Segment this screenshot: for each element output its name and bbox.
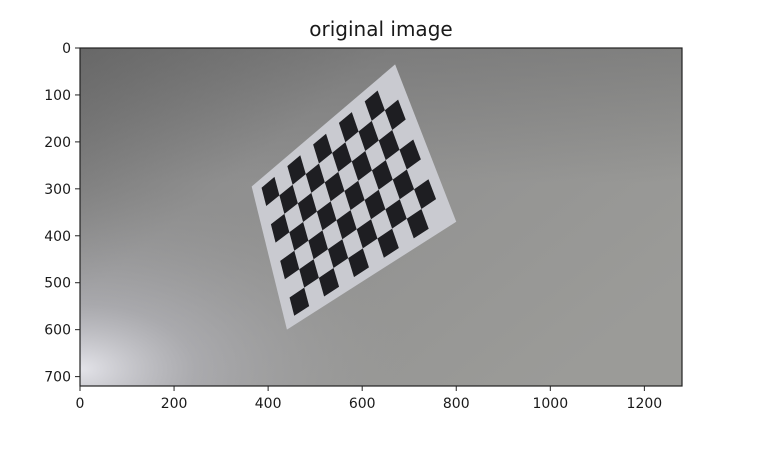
checkerboard-square [261, 176, 280, 206]
checkerboard-square [344, 180, 365, 211]
y-tick-label: 500 [44, 276, 71, 292]
checkerboard-pattern [251, 64, 457, 330]
y-tick-label: 600 [44, 323, 71, 339]
checkerboard-square [406, 208, 429, 239]
y-tick-label: 400 [44, 229, 71, 245]
x-tick-label: 200 [161, 396, 188, 412]
checkerboard-square [318, 267, 340, 297]
checkerboard-square [289, 287, 310, 316]
checkerboard-square [332, 142, 352, 172]
plot-title: original image [309, 17, 452, 41]
x-tick-label: 0 [76, 396, 85, 412]
checkerboard-square [289, 221, 309, 251]
checkerboard-square [358, 120, 379, 151]
checkerboard-square [336, 210, 357, 240]
x-tick-label: 1200 [627, 396, 663, 412]
checkerboard-square [364, 189, 386, 220]
x-axis: 0 200 400 600 800 1000 1200 [76, 386, 663, 412]
checkerboard-square [399, 139, 421, 170]
y-tick-label: 100 [44, 88, 71, 104]
checkerboard-square [316, 201, 337, 231]
checkerboard-square [392, 169, 415, 200]
axes-frame [79, 47, 683, 387]
checkerboard-square [378, 130, 400, 161]
checkerboard-square [297, 192, 317, 222]
checkerboard-square [348, 248, 369, 278]
x-tick-label: 400 [255, 396, 282, 412]
checkerboard-square [299, 259, 319, 288]
checkerboard-square [371, 160, 393, 190]
checkerboard-square [280, 250, 300, 280]
checkerboard-square [377, 228, 399, 258]
x-tick-label: 800 [443, 396, 470, 412]
y-axis: 0 100 200 300 400 500 600 700 [44, 41, 80, 386]
checkerboard-square [270, 213, 290, 243]
y-tick-label: 300 [44, 182, 71, 198]
checkerboard-square [305, 163, 325, 193]
checkerboard-square [279, 184, 298, 214]
checkerboard-square [327, 239, 349, 268]
y-tick-label: 200 [44, 135, 71, 151]
checkerboard-square [384, 99, 406, 131]
checkerboard-square [308, 230, 328, 260]
checkerboard-square [338, 112, 359, 143]
checkerboard-square [364, 90, 385, 121]
checkerboard-square [356, 219, 378, 249]
x-tick-label: 600 [349, 396, 376, 412]
photo-image [80, 48, 682, 386]
checkerboard-square [287, 155, 306, 185]
y-tick-label: 0 [62, 41, 71, 57]
x-tick-label: 1000 [532, 396, 568, 412]
checkerboard-square [324, 171, 345, 202]
y-tick-label: 700 [44, 370, 71, 386]
checkerboard-square [414, 179, 437, 209]
checkerboard-square [385, 199, 407, 229]
checkerboard-square [313, 133, 333, 164]
checkerboard-square [351, 150, 372, 181]
